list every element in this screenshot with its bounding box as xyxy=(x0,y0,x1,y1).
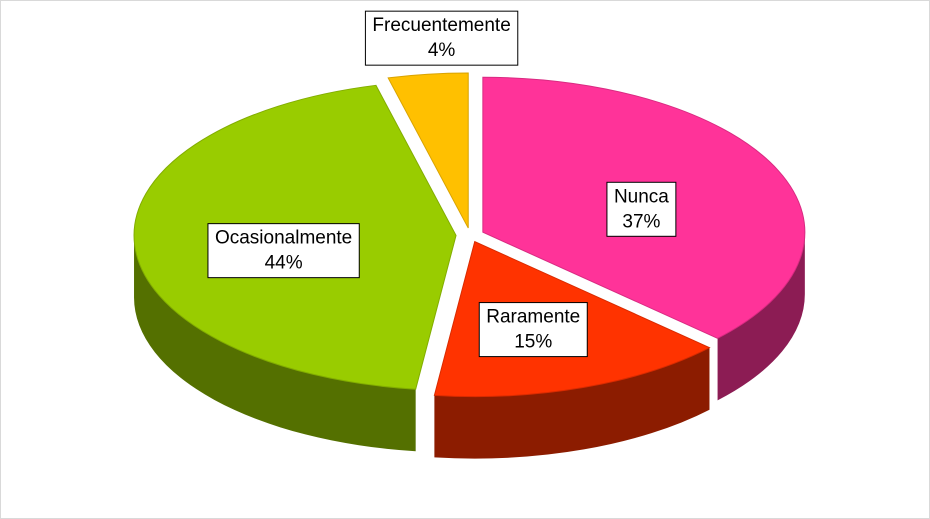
data-label-category: Nunca xyxy=(614,186,669,207)
data-label: Ocasionalmente 44% xyxy=(207,223,360,279)
slice xyxy=(387,72,469,229)
slice-side xyxy=(434,347,710,459)
data-label-box xyxy=(364,10,519,66)
data-label: Nunca 37% xyxy=(606,181,677,237)
data-label-value: 44% xyxy=(265,253,303,274)
data-label-value: 4% xyxy=(428,40,456,61)
slice-side xyxy=(717,232,805,401)
slice-side xyxy=(134,235,416,452)
data-label-value: 37% xyxy=(622,211,660,232)
data-label-box xyxy=(207,223,360,279)
data-label-value: 15% xyxy=(514,332,552,353)
data-label-box xyxy=(478,302,588,358)
data-label-category: Ocasionalmente xyxy=(215,228,352,249)
data-label-category: Raramente xyxy=(486,307,580,328)
data-label-box xyxy=(606,181,677,237)
data-label: Frecuentemente 4% xyxy=(364,10,519,66)
data-label-category: Frecuentemente xyxy=(372,15,510,36)
data-label: Raramente 15% xyxy=(478,302,588,358)
